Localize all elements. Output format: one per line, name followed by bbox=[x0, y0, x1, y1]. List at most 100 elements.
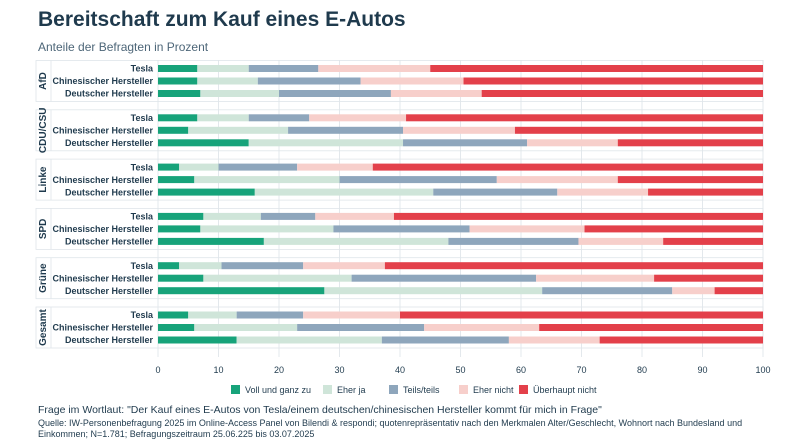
legend-label: Überhaupt nicht bbox=[533, 385, 597, 395]
x-tick-label: 20 bbox=[274, 365, 284, 375]
bar-segment bbox=[542, 287, 673, 295]
group-label: AfD bbox=[38, 72, 49, 90]
bar-segment bbox=[158, 212, 204, 220]
x-tick-label: 0 bbox=[155, 365, 160, 375]
bar-segment bbox=[403, 126, 515, 134]
bar-segment bbox=[248, 139, 404, 147]
bar-segment bbox=[448, 237, 579, 245]
legend-label: Voll und ganz zu bbox=[245, 385, 311, 395]
category-label: Chinesischer Hersteller bbox=[52, 323, 153, 333]
bar-segment bbox=[663, 237, 763, 245]
legend-swatch bbox=[459, 385, 468, 394]
bar-segment bbox=[158, 225, 201, 233]
legend-label: Eher ja bbox=[337, 385, 366, 395]
bar-segment bbox=[158, 237, 264, 245]
x-tick-label: 40 bbox=[395, 365, 405, 375]
bar-segment bbox=[158, 163, 180, 171]
chart-subtitle: Anteile der Befragten in Prozent bbox=[38, 40, 209, 54]
chart-title: Bereitschaft zum Kauf eines E-Autos bbox=[38, 8, 406, 31]
bar-segment bbox=[424, 324, 540, 331]
bar-segment bbox=[297, 324, 425, 331]
bar-segment bbox=[158, 114, 198, 122]
group-label: Linke bbox=[38, 166, 49, 193]
category-label: Deutscher Hersteller bbox=[65, 89, 154, 99]
x-tick-label: 100 bbox=[755, 365, 770, 375]
bar-segment bbox=[158, 262, 180, 270]
bar-segment bbox=[406, 114, 763, 122]
bar-segment bbox=[158, 324, 195, 331]
bar-segment bbox=[617, 176, 763, 184]
bar-segment bbox=[200, 90, 279, 97]
question-wording: Frage im Wortlaut: "Der Kauf eines E-Aut… bbox=[38, 404, 602, 416]
bar-segment bbox=[430, 65, 763, 72]
bar-segment bbox=[194, 324, 298, 331]
bar-segment bbox=[158, 65, 198, 72]
bar-segment bbox=[318, 65, 431, 72]
bar-segment bbox=[514, 126, 763, 134]
x-tick-label: 80 bbox=[637, 365, 647, 375]
bar-segment bbox=[557, 188, 649, 196]
x-tick-label: 90 bbox=[697, 365, 707, 375]
bar-segment bbox=[236, 311, 304, 319]
category-label: Tesla bbox=[131, 212, 154, 222]
bar-segment bbox=[158, 139, 249, 147]
bar-segment bbox=[324, 287, 543, 295]
bar-segment bbox=[433, 188, 558, 196]
bar-segment bbox=[360, 77, 464, 85]
bar-segment bbox=[381, 336, 509, 344]
bar-segment bbox=[197, 77, 258, 85]
bar-segment bbox=[263, 237, 449, 245]
bar-segment bbox=[197, 114, 249, 122]
legend-swatch bbox=[231, 385, 240, 394]
bar-segment bbox=[303, 311, 400, 319]
legend-swatch bbox=[323, 385, 332, 394]
bar-segment bbox=[179, 163, 219, 171]
bar-segment bbox=[221, 262, 304, 270]
x-tick-label: 60 bbox=[516, 365, 526, 375]
bar-segment bbox=[714, 287, 763, 295]
category-label: Chinesischer Hersteller bbox=[52, 76, 153, 86]
bar-segment bbox=[390, 90, 482, 97]
category-label: Chinesischer Hersteller bbox=[52, 273, 153, 283]
category-label: Chinesischer Hersteller bbox=[52, 126, 153, 136]
group-label: Grüne bbox=[38, 263, 49, 293]
bar-segment bbox=[260, 212, 316, 220]
bar-segment bbox=[254, 188, 434, 196]
bar-segment bbox=[158, 126, 189, 134]
category-label: Tesla bbox=[131, 261, 154, 271]
bar-segment bbox=[393, 212, 763, 220]
bar-segment bbox=[481, 90, 763, 97]
bar-segment bbox=[617, 139, 763, 147]
group-label: SPD bbox=[38, 219, 49, 240]
x-tick-label: 50 bbox=[455, 365, 465, 375]
category-label: Chinesischer Hersteller bbox=[52, 175, 153, 185]
bar-segment bbox=[584, 225, 763, 233]
bar-segment bbox=[333, 225, 470, 233]
category-label: Tesla bbox=[131, 310, 154, 320]
bar-segment bbox=[539, 324, 763, 331]
bar-segment bbox=[315, 212, 394, 220]
x-tick-label: 10 bbox=[213, 365, 223, 375]
bar-segment bbox=[158, 176, 195, 184]
category-label: Tesla bbox=[131, 64, 154, 74]
bar-segment bbox=[508, 336, 600, 344]
bar-segment bbox=[158, 311, 189, 319]
category-label: Deutscher Hersteller bbox=[65, 286, 154, 296]
legend-label: Eher nicht bbox=[473, 385, 514, 395]
bar-segment bbox=[188, 126, 289, 134]
bar-segment bbox=[218, 163, 298, 171]
bar-segment bbox=[527, 139, 618, 147]
bar-segment bbox=[372, 163, 763, 171]
group-label: Gesamt bbox=[38, 308, 49, 345]
category-label: Deutscher Hersteller bbox=[65, 237, 154, 247]
bar-segment bbox=[463, 77, 763, 85]
bar-segment bbox=[203, 212, 261, 220]
bar-segment bbox=[158, 274, 204, 282]
bar-segment bbox=[200, 225, 334, 233]
category-label: Deutscher Hersteller bbox=[65, 335, 154, 345]
group-label: CDU/CSU bbox=[38, 108, 49, 154]
legend-label: Teils/teils bbox=[403, 385, 440, 395]
bar-segment bbox=[339, 176, 497, 184]
bar-segment bbox=[188, 311, 237, 319]
bar-segment bbox=[384, 262, 763, 270]
